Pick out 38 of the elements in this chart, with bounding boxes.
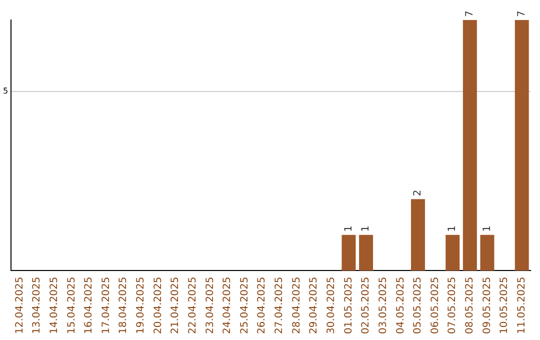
x-tick-label: 20.04.2025 xyxy=(152,276,164,334)
x-tick-label: 09.05.2025 xyxy=(482,276,493,334)
x-tick-label: 11.05.2025 xyxy=(516,276,528,334)
data-label: 1 xyxy=(360,226,372,232)
x-tick-label: 14.04.2025 xyxy=(48,276,60,334)
x-tick-label: 04.05.2025 xyxy=(395,276,406,334)
x-tick-label: 29.04.2025 xyxy=(308,276,320,334)
x-tick-label: 16.04.2025 xyxy=(84,276,95,334)
data-label: 7 xyxy=(516,10,528,17)
x-tick-label: 18.04.2025 xyxy=(118,276,130,334)
x-tick-label: 12.04.2025 xyxy=(14,276,26,334)
x-tick-label: 03.05.2025 xyxy=(378,276,389,334)
x-tick-label: 30.04.2025 xyxy=(326,276,337,334)
x-tick-label: 02.05.2025 xyxy=(360,276,372,334)
x-tick-label: 22.04.2025 xyxy=(187,276,198,334)
x-tick-label: 28.04.2025 xyxy=(291,276,302,334)
x-tick-label: 23.04.2025 xyxy=(204,276,216,334)
data-label: 2 xyxy=(412,190,424,196)
x-tick-label: 24.04.2025 xyxy=(222,276,234,334)
x-tick-label: 17.04.2025 xyxy=(100,276,112,334)
x-tick-label: 15.04.2025 xyxy=(66,276,78,334)
x-tick-label: 25.04.2025 xyxy=(239,276,250,334)
x-tick-label: 13.04.2025 xyxy=(32,276,43,334)
x-tick-label: 27.04.2025 xyxy=(274,276,286,334)
x-tick-label: 26.04.2025 xyxy=(256,276,268,334)
x-tick-label: 10.05.2025 xyxy=(499,276,510,334)
data-label: 1 xyxy=(482,226,493,232)
x-tick-label: 07.05.2025 xyxy=(447,276,458,334)
x-tick-label: 21.04.2025 xyxy=(170,276,182,334)
x-tick-label: 19.04.2025 xyxy=(136,276,147,334)
data-label: 1 xyxy=(447,226,458,232)
x-tick-label: 08.05.2025 xyxy=(464,276,476,334)
y-tick-label: 5 xyxy=(2,86,8,96)
data-label: 7 xyxy=(464,10,476,17)
x-tick-label: 01.05.2025 xyxy=(343,276,354,334)
data-label: 1 xyxy=(343,226,354,232)
x-tick-label: 06.05.2025 xyxy=(430,276,441,334)
x-tick-label: 05.05.2025 xyxy=(412,276,424,334)
